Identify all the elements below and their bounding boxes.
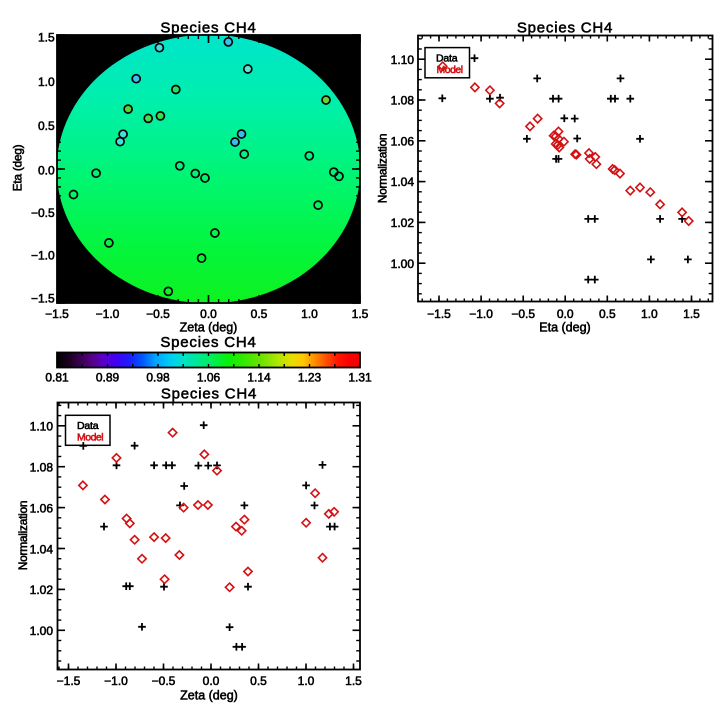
- svg-text:−1.5: −1.5: [45, 307, 69, 321]
- svg-text:1.5: 1.5: [352, 307, 369, 321]
- svg-text:1.0: 1.0: [38, 75, 55, 89]
- svg-text:0.89: 0.89: [96, 371, 120, 385]
- svg-text:0.0: 0.0: [38, 164, 55, 178]
- svg-text:0.5: 0.5: [599, 307, 616, 321]
- svg-text:Zeta (deg): Zeta (deg): [180, 689, 238, 703]
- svg-text:1.06: 1.06: [30, 501, 54, 515]
- svg-text:1.04: 1.04: [391, 175, 415, 189]
- svg-text:−0.5: −0.5: [152, 674, 176, 688]
- svg-text:1.0: 1.0: [298, 674, 315, 688]
- svg-text:1.0: 1.0: [301, 307, 318, 321]
- svg-text:−1.0: −1.0: [469, 307, 493, 321]
- svg-text:1.5: 1.5: [683, 307, 700, 321]
- svg-text:0.0: 0.0: [200, 307, 217, 321]
- svg-text:1.08: 1.08: [30, 461, 54, 475]
- svg-text:0.5: 0.5: [250, 674, 267, 688]
- svg-text:−1.0: −1.0: [104, 674, 128, 688]
- svg-text:−1.0: −1.0: [96, 307, 120, 321]
- svg-text:Data: Data: [77, 420, 99, 432]
- svg-text:−1.0: −1.0: [31, 249, 55, 263]
- svg-text:1.02: 1.02: [30, 583, 54, 597]
- svg-text:1.5: 1.5: [38, 30, 55, 44]
- svg-text:−1.5: −1.5: [427, 307, 451, 321]
- svg-text:1.0: 1.0: [641, 307, 658, 321]
- svg-text:Species CH4: Species CH4: [161, 386, 257, 403]
- svg-text:Zeta (deg): Zeta (deg): [180, 321, 238, 335]
- svg-text:Eta (deg): Eta (deg): [11, 144, 25, 191]
- svg-text:−0.5: −0.5: [146, 307, 170, 321]
- svg-text:Normalization: Normalization: [376, 134, 390, 203]
- svg-text:Species CH4: Species CH4: [160, 334, 256, 351]
- svg-text:1.10: 1.10: [391, 53, 415, 67]
- svg-text:0.81: 0.81: [45, 371, 69, 385]
- svg-text:1.06: 1.06: [197, 371, 221, 385]
- svg-text:Eta (deg): Eta (deg): [539, 321, 590, 335]
- svg-text:1.08: 1.08: [391, 94, 415, 108]
- svg-text:0.98: 0.98: [146, 371, 170, 385]
- svg-text:0.5: 0.5: [38, 119, 55, 133]
- svg-text:−0.5: −0.5: [511, 307, 535, 321]
- svg-text:−0.5: −0.5: [31, 206, 55, 220]
- svg-text:Species CH4: Species CH4: [517, 20, 613, 37]
- svg-text:−1.5: −1.5: [31, 291, 55, 305]
- svg-text:1.00: 1.00: [30, 624, 54, 638]
- svg-text:1.04: 1.04: [30, 542, 54, 556]
- svg-text:1.02: 1.02: [391, 216, 415, 230]
- svg-text:0.5: 0.5: [251, 307, 268, 321]
- svg-text:Data: Data: [436, 53, 458, 65]
- svg-text:Normalization: Normalization: [16, 501, 30, 570]
- svg-text:1.14: 1.14: [247, 371, 271, 385]
- svg-text:1.00: 1.00: [391, 257, 415, 271]
- svg-text:1.10: 1.10: [30, 420, 54, 434]
- svg-text:Model: Model: [77, 432, 103, 444]
- svg-text:1.31: 1.31: [348, 371, 372, 385]
- svg-text:0.0: 0.0: [557, 307, 574, 321]
- svg-text:0.0: 0.0: [203, 674, 220, 688]
- svg-text:1.23: 1.23: [298, 371, 322, 385]
- svg-text:1.06: 1.06: [391, 134, 415, 148]
- svg-text:Species CH4: Species CH4: [160, 20, 256, 37]
- svg-text:−1.5: −1.5: [57, 674, 81, 688]
- svg-text:1.5: 1.5: [345, 674, 362, 688]
- svg-text:Model: Model: [437, 64, 463, 76]
